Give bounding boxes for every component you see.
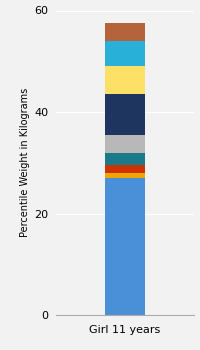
Bar [105,66,145,94]
Bar [105,41,145,66]
Bar [105,135,145,153]
Bar [105,165,145,173]
Bar [105,23,145,41]
Bar [105,173,145,178]
Bar [105,94,145,135]
Bar [105,153,145,165]
Bar [105,178,145,315]
Y-axis label: Percentile Weight in Kilograms: Percentile Weight in Kilograms [20,88,30,237]
